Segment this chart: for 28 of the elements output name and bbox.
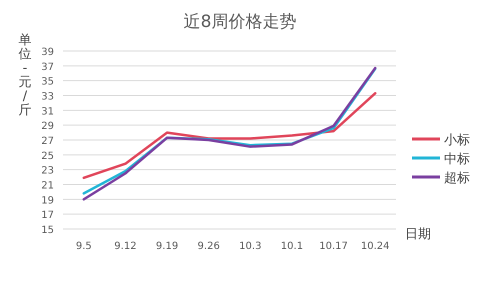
y-tick-label: 21	[41, 180, 54, 192]
y-tick-label: 25	[41, 150, 54, 162]
y-tick-label: 31	[41, 106, 54, 118]
legend-label: 中标	[444, 152, 470, 167]
x-tick-label: 10.1	[280, 241, 304, 252]
y-tick-label: 39	[41, 47, 54, 58]
y-tick-label: 37	[41, 62, 54, 73]
x-tick-label: 9.12	[114, 241, 137, 252]
x-tick-label: 10.17	[319, 241, 348, 252]
x-axis-title: 日期	[405, 227, 431, 242]
x-tick-label: 9.5	[76, 241, 92, 252]
y-tick-label: 17	[41, 210, 54, 222]
legend-label: 小标	[444, 133, 470, 148]
y-tick-label: 15	[41, 225, 54, 236]
y-tick-label: 27	[41, 136, 54, 147]
y-tick-label: 29	[41, 121, 54, 132]
y-axis-title: 单位-元/斤	[18, 33, 32, 118]
x-tick-label: 10.3	[239, 241, 262, 252]
x-tick-label: 10.24	[360, 241, 390, 252]
legend-label: 超标	[444, 171, 470, 186]
y-tick-label: 23	[41, 166, 54, 177]
line-series	[82, 92, 376, 180]
x-tick-label: 9.19	[156, 241, 178, 252]
y-tick-label: 19	[41, 195, 54, 206]
y-tick-label: 33	[41, 92, 54, 102]
chart-title: 近8周价格走势	[184, 12, 296, 32]
x-tick-label: 9.26	[198, 241, 220, 252]
y-tick-label: 35	[41, 76, 54, 88]
